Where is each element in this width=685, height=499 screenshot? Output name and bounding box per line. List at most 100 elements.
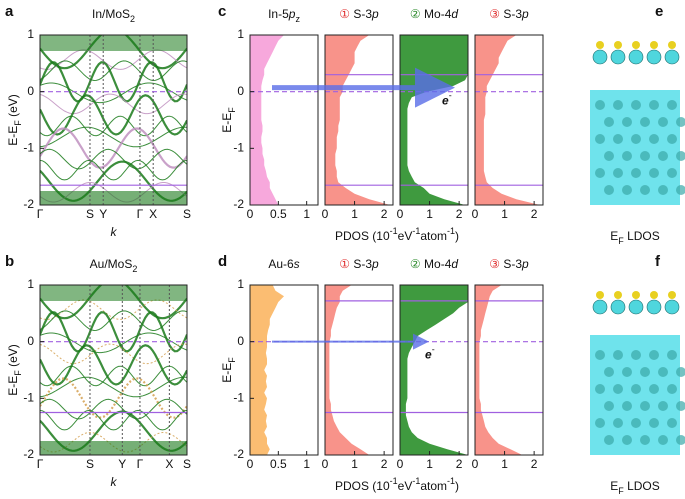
bands [40, 285, 187, 455]
y-axis-label: E-EF (eV) [6, 94, 23, 146]
bands [40, 35, 187, 205]
atom [595, 350, 605, 360]
atom [676, 367, 685, 377]
x-tick-label: 0.5 [270, 457, 287, 471]
band-curve [40, 343, 187, 365]
atom [650, 291, 658, 299]
plot-frame [324, 284, 394, 456]
x-axis-label: k [111, 475, 118, 489]
ldos-lobe [610, 299, 626, 315]
x-tick-label: 2 [381, 457, 388, 471]
text-part: E-E [220, 363, 234, 383]
text-part: e [442, 94, 449, 108]
atom [632, 291, 640, 299]
pdos-area [400, 285, 468, 455]
atom [650, 41, 658, 49]
atom [667, 168, 677, 178]
atom [622, 151, 632, 161]
plot-frame [399, 284, 469, 456]
ldos-lobe [592, 299, 608, 315]
text-part: PDOS (10 [335, 229, 390, 243]
atom [631, 100, 641, 110]
atom [613, 100, 623, 110]
x-tick-label: 0 [247, 457, 254, 471]
text-part: d [451, 257, 458, 271]
band-curve [40, 398, 187, 420]
atom [604, 185, 614, 195]
text-part: Mo-4 [421, 257, 452, 271]
atom [613, 168, 623, 178]
text-part: E [610, 479, 618, 493]
x-tick-label: Γ [137, 457, 144, 471]
text-part: ② [410, 7, 421, 21]
subplot-title: ③ S-3p [489, 257, 529, 271]
text-part: -1 [412, 226, 420, 236]
x-tick-label: 1 [303, 207, 310, 221]
atom [658, 367, 668, 377]
x-tick-label: 1 [501, 207, 508, 221]
text-part: E-E [6, 126, 20, 146]
panel-label: d [218, 253, 227, 270]
text-part: atom [420, 229, 447, 243]
text-part: atom [420, 479, 447, 493]
text-part: E-E [220, 113, 234, 133]
text-part: S-3 [350, 7, 372, 21]
ldos-image [590, 285, 685, 455]
text-part: In/MoS [92, 7, 130, 21]
atom [649, 350, 659, 360]
text-part: F [13, 120, 23, 126]
text-part: p [371, 257, 379, 271]
pdos-area [400, 35, 468, 205]
atom [613, 350, 623, 360]
atom [622, 435, 632, 445]
text-part: p [521, 7, 529, 21]
x-tick-label: 0.5 [270, 207, 287, 221]
atom [649, 418, 659, 428]
pdos-area [325, 285, 370, 455]
band-curve [40, 115, 187, 137]
y-tick-label: -2 [233, 447, 244, 461]
text-part: ② [410, 257, 421, 271]
text-part: F [227, 357, 237, 363]
atom [676, 117, 685, 127]
band-curve [40, 332, 187, 354]
text-part: LDOS [624, 479, 660, 493]
subplot-title: ① S-3p [339, 257, 379, 271]
y-tick-label: 1 [237, 277, 244, 291]
text-part: Mo-4 [421, 7, 452, 21]
atom [667, 384, 677, 394]
x-tick-label: 1 [351, 457, 358, 471]
text-part: PDOS (10 [335, 479, 390, 493]
atom [613, 384, 623, 394]
atom [658, 185, 668, 195]
atom [604, 367, 614, 377]
band-curve [40, 93, 187, 115]
x-tick-label: X [149, 207, 157, 221]
atom [668, 41, 676, 49]
plot-frame [39, 34, 188, 206]
text-part: ) [455, 479, 459, 493]
plot-frame [249, 284, 319, 456]
atom [649, 384, 659, 394]
text-part: d [451, 7, 458, 21]
atom [631, 418, 641, 428]
text-part: In-5 [268, 7, 289, 21]
text-part: F [227, 107, 237, 113]
ldos-lobe [664, 49, 680, 65]
subplot-title: ② Mo-4d [410, 257, 458, 271]
atom [622, 367, 632, 377]
atom [595, 418, 605, 428]
atom [632, 41, 640, 49]
atom [676, 151, 685, 161]
atom [622, 401, 632, 411]
x-axis-label: PDOS (10-1eV-1atom-1) [335, 476, 459, 493]
atom [640, 151, 650, 161]
x-tick-label: S [183, 207, 191, 221]
ldos-lobe [646, 49, 662, 65]
band-curve [40, 159, 187, 181]
y-tick-label: -2 [233, 197, 244, 211]
ldos-image [590, 35, 685, 205]
panel-label: a [5, 3, 14, 20]
band-curve [40, 409, 187, 431]
atom [640, 185, 650, 195]
